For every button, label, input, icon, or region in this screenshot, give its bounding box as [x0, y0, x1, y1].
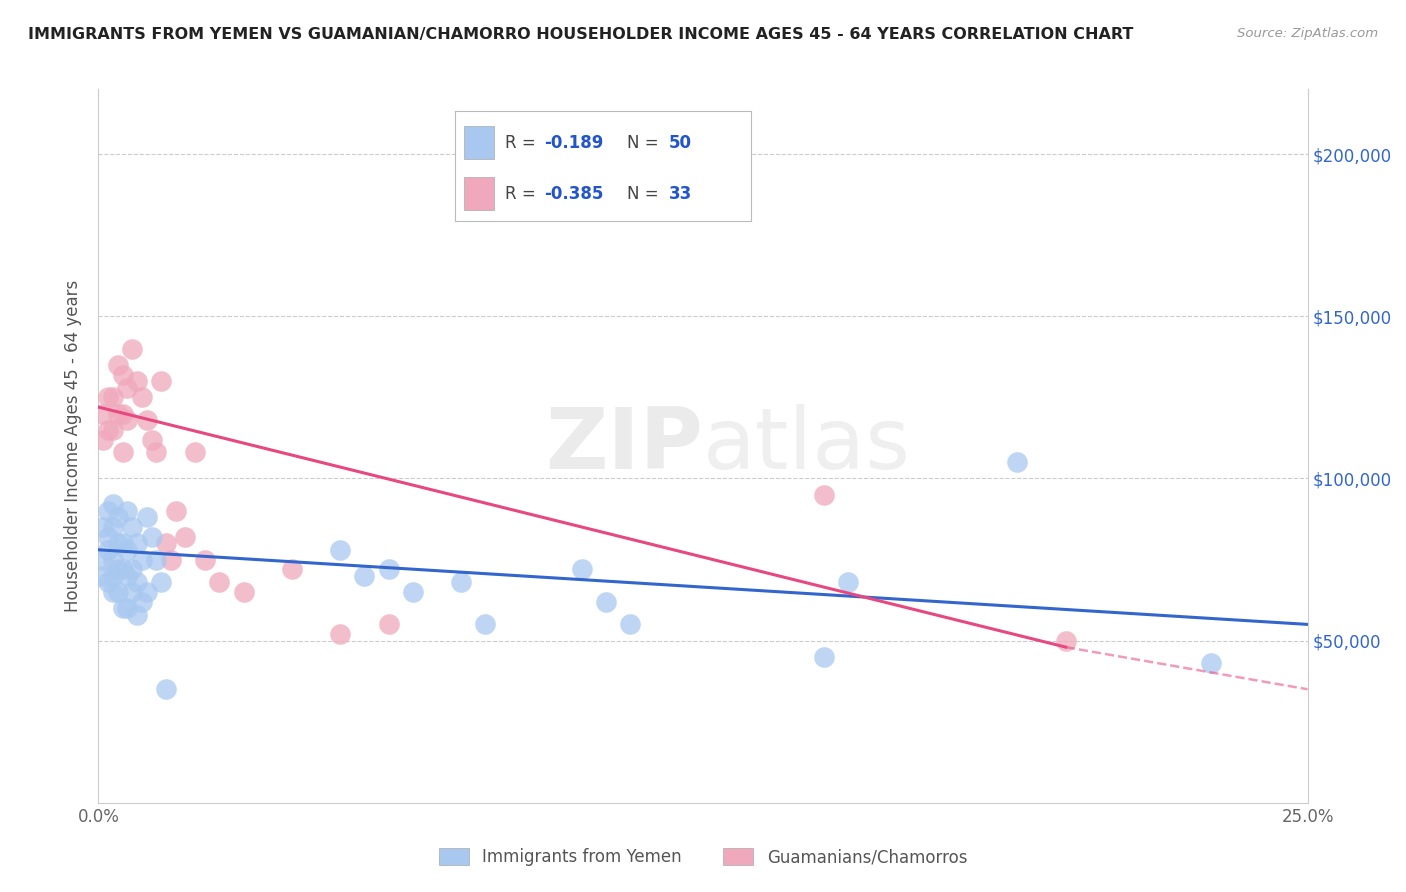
Point — [111, 445, 134, 459]
Point — [121, 342, 143, 356]
Point — [97, 390, 120, 404]
Point — [155, 536, 177, 550]
Point — [117, 601, 139, 615]
Point — [145, 552, 167, 566]
Point — [474, 617, 496, 632]
Point — [150, 374, 173, 388]
Point — [121, 585, 143, 599]
Point — [135, 413, 157, 427]
Point — [117, 381, 139, 395]
Point — [107, 407, 129, 421]
Point — [329, 542, 352, 557]
Point — [121, 520, 143, 534]
Point — [101, 552, 124, 566]
Point — [111, 407, 134, 421]
Point — [127, 575, 149, 590]
Point — [91, 520, 114, 534]
Point — [111, 536, 134, 550]
Point — [135, 510, 157, 524]
Point — [135, 585, 157, 599]
Point — [155, 682, 177, 697]
Point — [353, 568, 375, 582]
Point — [131, 552, 153, 566]
Point — [571, 562, 593, 576]
Point — [117, 542, 139, 557]
Point — [450, 575, 472, 590]
Point — [97, 542, 120, 557]
Point — [127, 536, 149, 550]
Text: IMMIGRANTS FROM YEMEN VS GUAMANIAN/CHAMORRO HOUSEHOLDER INCOME AGES 45 - 64 YEAR: IMMIGRANTS FROM YEMEN VS GUAMANIAN/CHAMO… — [28, 27, 1133, 42]
Point — [595, 595, 617, 609]
Point — [97, 575, 120, 590]
Point — [97, 423, 120, 437]
Point — [160, 552, 183, 566]
Point — [107, 562, 129, 576]
Point — [101, 423, 124, 437]
Text: atlas: atlas — [703, 404, 911, 488]
Point — [91, 433, 114, 447]
Point — [101, 390, 124, 404]
Point — [131, 390, 153, 404]
Point — [107, 510, 129, 524]
Point — [813, 649, 835, 664]
Point — [141, 433, 163, 447]
Point — [91, 407, 114, 421]
Point — [97, 504, 120, 518]
Point — [117, 413, 139, 427]
Point — [117, 504, 139, 518]
Point — [184, 445, 207, 459]
Point — [101, 497, 124, 511]
Point — [107, 536, 129, 550]
Point — [111, 368, 134, 382]
Point — [377, 617, 399, 632]
Y-axis label: Householder Income Ages 45 - 64 years: Householder Income Ages 45 - 64 years — [65, 280, 83, 612]
Point — [377, 562, 399, 576]
Point — [97, 530, 120, 544]
Point — [165, 504, 187, 518]
Point — [127, 607, 149, 622]
Point — [208, 575, 231, 590]
Point — [150, 575, 173, 590]
Legend: Immigrants from Yemen, Guamanians/Chamorros: Immigrants from Yemen, Guamanians/Chamor… — [430, 840, 976, 875]
Point — [127, 374, 149, 388]
Point — [117, 568, 139, 582]
Point — [91, 568, 114, 582]
Point — [619, 617, 641, 632]
Point — [121, 562, 143, 576]
Point — [1007, 455, 1029, 469]
Point — [174, 530, 197, 544]
Point — [111, 601, 134, 615]
Point — [107, 585, 129, 599]
Point — [101, 568, 124, 582]
Point — [1054, 633, 1077, 648]
Point — [91, 552, 114, 566]
Point — [281, 562, 304, 576]
Point — [194, 552, 217, 566]
Text: Source: ZipAtlas.com: Source: ZipAtlas.com — [1237, 27, 1378, 40]
Point — [813, 488, 835, 502]
Point — [837, 575, 859, 590]
Point — [101, 585, 124, 599]
Point — [111, 562, 134, 576]
Point — [101, 520, 124, 534]
Point — [107, 358, 129, 372]
Point — [141, 530, 163, 544]
Point — [145, 445, 167, 459]
Point — [131, 595, 153, 609]
Point — [329, 627, 352, 641]
Point — [1199, 657, 1222, 671]
Text: ZIP: ZIP — [546, 404, 703, 488]
Point — [232, 585, 254, 599]
Point — [402, 585, 425, 599]
